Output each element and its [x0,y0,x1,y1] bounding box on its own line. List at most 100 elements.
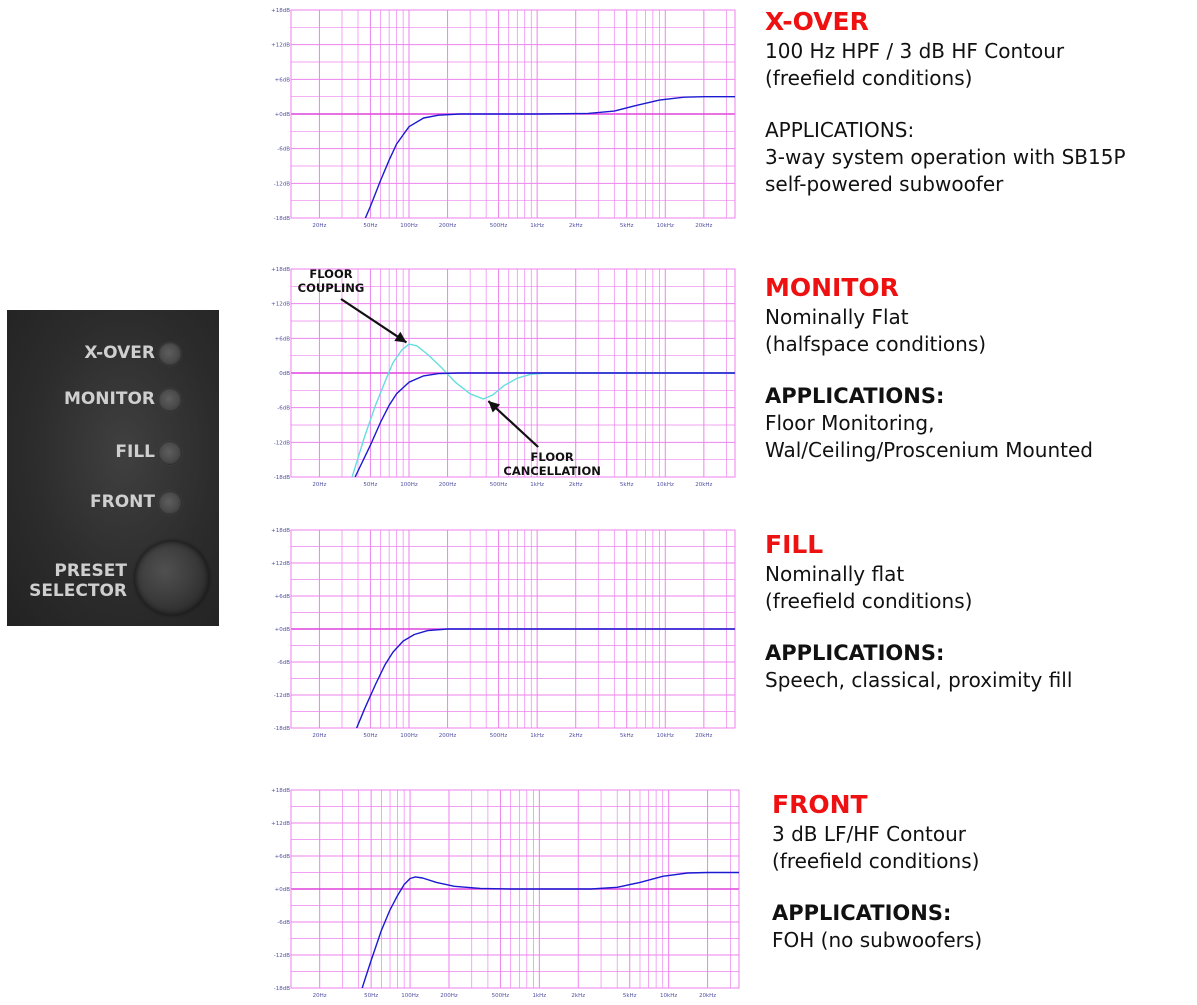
fill-chart-svg: +18dB +12dB +6dB +0dB -6dB -12dB -18dB 20Hz 50Hz… [271,528,737,740]
x-tick-label: 1kHz [530,223,544,229]
y-tick-label: -12dB [274,440,290,446]
y-tick-label: -6dB [277,920,290,926]
fill-desc-line: Nominally flat [765,562,905,586]
fill-response-chart: +18dB +12dB +6dB +0dB -6dB -12dB -18dB 20Hz 50Hz… [271,528,737,740]
y-tick-label: +6dB [275,336,291,342]
fill-label: FILL [115,442,155,462]
preset-selector-button[interactable] [135,541,209,615]
annotation-label: FLOOR [531,450,574,464]
x-tick-label: 500Hz [492,993,510,999]
y-tick-label: -12dB [274,953,290,959]
x-tick-label: 20Hz [312,482,326,488]
x-tick-label: 20kHz [695,223,712,229]
x-tick-label: 5kHz [620,733,634,739]
x-tick-label: 5kHz [620,482,634,488]
frequency-response-curve [351,343,735,477]
fill-applications-heading: APPLICATIONS: [765,641,945,665]
preset-control-panel: X-OVER MONITOR FILL FRONT PRESET SELECTO… [7,310,219,626]
preset-label-line1: PRESET [54,561,127,581]
x-tick-label: 200Hz [440,993,458,999]
monitor-label: MONITOR [63,389,155,409]
x-tick-label: 20kHz [699,993,716,999]
y-tick-label: +12dB [271,561,290,567]
front-led-indicator [158,491,182,515]
annotation-arrow [487,400,539,448]
frequency-response-curve [355,628,735,728]
annotation-arrowhead [394,331,407,343]
y-tick-label: +18dB [271,788,290,794]
monitor-row[interactable]: MONITOR [7,381,219,421]
x-tick-label: 50Hz [363,223,377,229]
y-tick-label: -6dB [277,660,290,666]
x-over-application-line: self-powered subwoofer [765,172,1004,196]
x-tick-label: 200Hz [439,482,457,488]
fill-application-line: Speech, classical, proximity fill [765,668,1073,692]
y-tick-label: -6dB [277,406,290,412]
chart-background [271,528,737,740]
x-tick-label: 50Hz [363,482,377,488]
x-tick-label: 500Hz [490,733,508,739]
y-tick-label: +6dB [275,594,291,600]
x-tick-label: 10kHz [657,482,674,488]
x-tick-label: 10kHz [657,223,674,229]
frequency-response-curve [354,372,735,477]
x-tick-label: 1kHz [532,993,546,999]
y-tick-label: -18dB [274,475,290,481]
chart-background [271,267,737,489]
x-tick-label: 20kHz [695,733,712,739]
x-tick-label: 500Hz [490,482,508,488]
x-tick-label: 50Hz [363,733,377,739]
fill-row[interactable]: FILL [7,434,219,474]
y-tick-label: +12dB [271,43,290,49]
x-tick-label: 2kHz [569,223,583,229]
annotation-label: COUPLING [298,281,365,295]
front-desc-line: 3 dB LF/HF Contour [772,822,966,846]
fill-led-indicator [158,441,182,465]
x-tick-label: 1kHz [530,733,544,739]
x-tick-label: 20Hz [312,223,326,229]
y-tick-label: +0dB [275,112,291,118]
x-over-desc-line: (freefield conditions) [765,66,973,90]
x-over-title: X-OVER [765,7,869,36]
x-over-description: X-OVER 100 Hz HPF / 3 dB HF Contour (fre… [765,8,1126,198]
chart-frame [290,9,736,219]
front-row[interactable]: FRONT [7,484,219,524]
x-tick-label: 5kHz [620,223,634,229]
x-tick-label: 500Hz [490,223,508,229]
y-tick-label: +6dB [275,854,291,860]
annotation-label: FLOOR [309,267,352,281]
y-tick-label: -6dB [277,147,290,153]
monitor-description: MONITOR Nominally Flat (halfspace condit… [765,274,1093,464]
monitor-chart-svg: +18dB +12dB +6dB 0dB -6dB -12dB -18dB 20Hz 50Hz 1… [271,267,737,489]
front-description: FRONT 3 dB LF/HF Contour (freefield cond… [772,791,982,954]
x-over-led-indicator [158,342,182,366]
x-tick-label: 2kHz [569,482,583,488]
monitor-led-indicator [158,388,182,412]
y-tick-label: -18dB [274,216,290,222]
x-tick-label: 20Hz [313,993,327,999]
front-applications-heading: APPLICATIONS: [772,901,952,925]
y-tick-label: +18dB [271,267,290,273]
front-application-line: FOH (no subwoofers) [772,928,983,952]
x-over-row[interactable]: X-OVER [7,335,219,375]
y-tick-label: +0dB [275,887,291,893]
x-tick-label: 100Hz [400,733,418,739]
x-tick-label: 200Hz [439,223,457,229]
x-tick-label: 2kHz [569,733,583,739]
x-tick-label: 1kHz [530,482,544,488]
front-desc-line: (freefield conditions) [772,849,980,873]
x-over-desc-line: 100 Hz HPF / 3 dB HF Contour [765,39,1065,63]
y-tick-label: -18dB [274,986,290,992]
x-tick-label: 20Hz [312,733,326,739]
x-over-response-chart: +18dB +12dB +6dB +0dB -6dB -12dB -18dB 20Hz 50Hz… [271,8,737,230]
monitor-applications-heading: APPLICATIONS: [765,384,945,408]
x-tick-label: 10kHz [657,733,674,739]
preset-selector-label: PRESET SELECTOR [11,561,127,601]
monitor-application-line: Wal/Ceiling/Proscenium Mounted [765,438,1093,462]
x-tick-label: 200Hz [439,733,457,739]
front-response-chart: +18dB +12dB +6dB +0dB -6dB -12dB -18dB 20Hz 50Hz… [271,788,741,1000]
x-tick-label: 50Hz [364,993,378,999]
front-title: FRONT [772,790,868,819]
x-tick-label: 10kHz [660,993,677,999]
fill-desc-line: (freefield conditions) [765,589,973,613]
